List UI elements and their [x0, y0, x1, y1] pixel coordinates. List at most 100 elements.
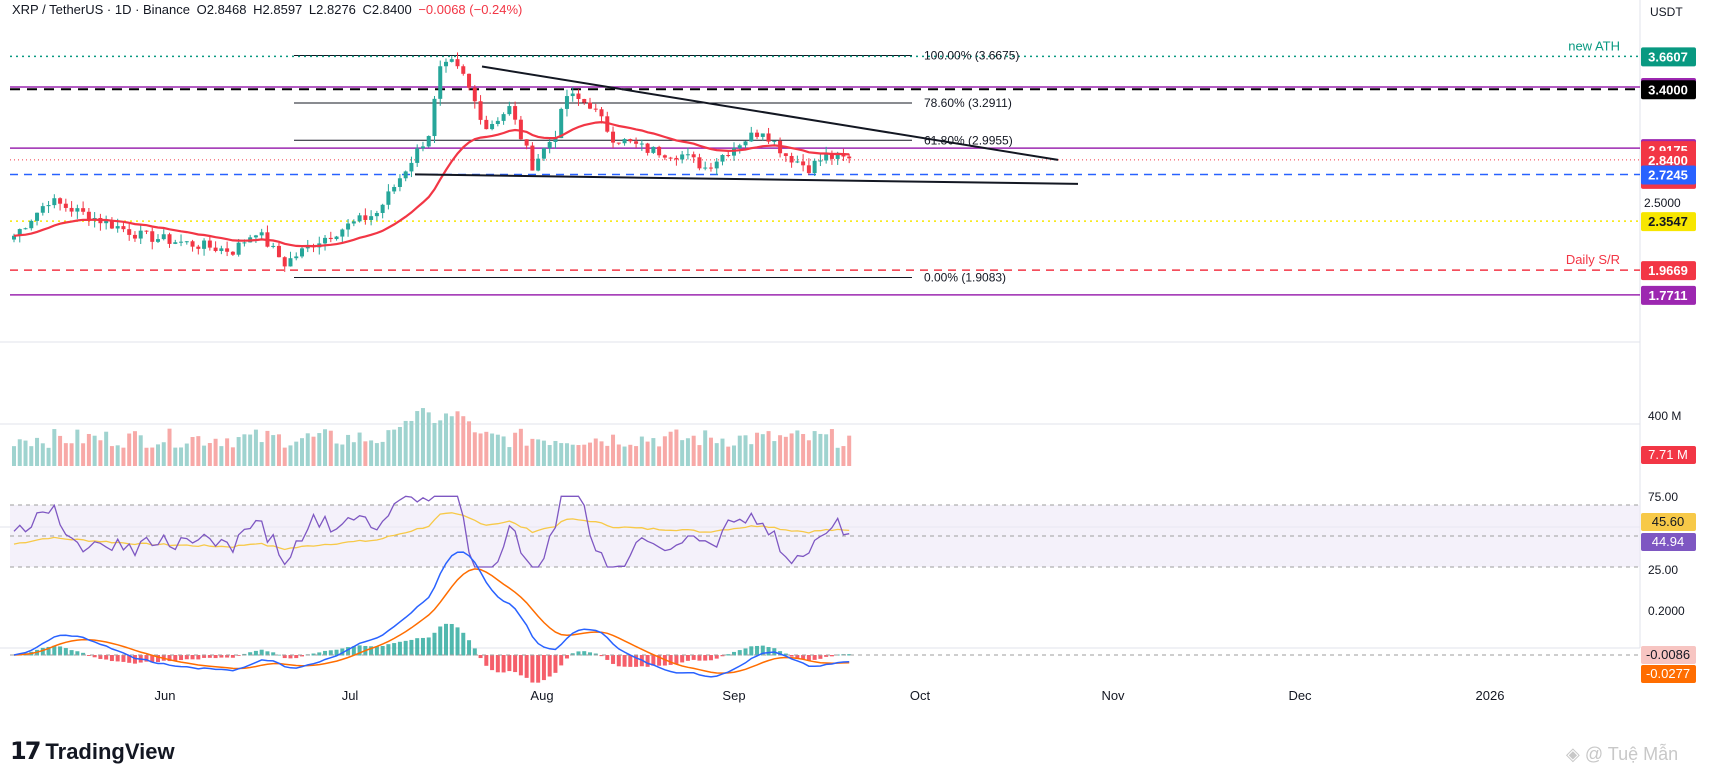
volume-bar [662, 436, 667, 466]
close-value: C2.8400 [362, 2, 412, 17]
candle-body [184, 241, 189, 243]
volume-bar [668, 431, 673, 466]
tradingview-logo[interactable]: 𝟭𝟳 TradingView [10, 737, 175, 766]
candle-body [369, 216, 374, 220]
macd-histogram-bar [346, 647, 351, 656]
volume-bar [173, 447, 178, 466]
volume-bar [58, 435, 63, 466]
candle-body [714, 161, 719, 169]
candle-body [795, 161, 800, 163]
volume-bar [138, 435, 143, 466]
macd-histogram-bar [449, 623, 454, 656]
volume-bar [824, 434, 829, 466]
macd-histogram-bar [58, 646, 63, 656]
macd-histogram-bar [69, 650, 74, 656]
candle-body [294, 256, 299, 259]
candle-body [438, 66, 443, 99]
candle-body [449, 59, 454, 62]
low-value: L2.8276 [308, 2, 356, 17]
candle-body [282, 257, 287, 267]
candle-body [824, 153, 829, 161]
candle-body [109, 220, 114, 229]
volume-bar [230, 447, 235, 466]
volume-bar [115, 445, 120, 466]
macd-histogram-bar [691, 655, 696, 660]
candle-body [743, 141, 748, 146]
volume-bar [783, 436, 788, 466]
candle-body [138, 230, 143, 239]
candle-body [415, 148, 420, 163]
volume-bar [409, 420, 414, 466]
macd-histogram-bar [541, 655, 546, 681]
macd-histogram-bar [311, 653, 316, 656]
volume-bar [190, 437, 195, 466]
macd-histogram-bar [213, 655, 218, 659]
macd-histogram-bar [109, 655, 114, 662]
volume-bar [207, 443, 212, 466]
x-tick-label: Nov [1101, 688, 1125, 703]
macd-histogram-bar [271, 652, 276, 656]
volume-bar [265, 430, 270, 466]
open-value: O2.8468 [196, 2, 247, 17]
candles [12, 52, 852, 272]
candle-body [81, 208, 86, 212]
macd-histogram-bar [553, 655, 558, 673]
candle-body [668, 157, 673, 159]
macd-signal-badge [1641, 665, 1696, 683]
macd-histogram-bar [829, 655, 834, 657]
x-tick-label: Oct [910, 688, 931, 703]
volume-bar [743, 435, 748, 466]
macd-histogram-bar [766, 647, 771, 656]
macd-histogram-bar [582, 651, 587, 656]
candle-body [230, 251, 235, 255]
symbol-title[interactable]: XRP / TetherUS · 1D · Binance [12, 2, 190, 17]
macd-histogram-bar [409, 639, 414, 656]
volume-bar [415, 411, 420, 466]
candle-body [766, 133, 771, 142]
level-price-label: 2.3547 [1648, 214, 1688, 229]
macd-histogram-bar [536, 655, 541, 683]
volume-bar [634, 446, 639, 466]
level-price-badge [1641, 212, 1696, 232]
volume-bar [818, 433, 823, 466]
volume-bar [219, 446, 224, 466]
candle-body [346, 223, 351, 230]
macd-histogram-bar [276, 654, 281, 656]
volume-bar [23, 440, 28, 466]
macd-line [13, 551, 850, 678]
x-tick-label: Jun [155, 688, 176, 703]
volume-bar [300, 438, 304, 466]
volume-bar [92, 435, 97, 466]
macd-histogram-bar [547, 655, 552, 677]
rsi-label: 44.94 [1652, 534, 1685, 549]
macd-histogram-bar [127, 655, 132, 663]
volume-bar [674, 429, 679, 466]
volume-bar [288, 445, 293, 466]
volume-bar [127, 433, 132, 466]
volume-bar [605, 445, 610, 466]
price-axis-unit[interactable]: USDT [1650, 5, 1683, 19]
macd-histogram-bar [611, 655, 616, 664]
macd-histogram-bar [530, 655, 535, 683]
x-tick-label: Dec [1288, 688, 1312, 703]
macd-histogram-bar [720, 655, 725, 657]
volume-bar [703, 430, 708, 466]
volume-bar [282, 447, 287, 466]
macd-histogram-bar [795, 655, 800, 658]
volume-bar [52, 429, 57, 466]
candle-body [420, 146, 425, 149]
candle-body [639, 143, 644, 145]
candle-body [708, 167, 713, 169]
candle-body [52, 198, 57, 206]
volume-bar [351, 442, 356, 466]
macd-histogram-bar [121, 655, 126, 662]
volume-bar [835, 447, 840, 466]
candle-body [46, 205, 51, 207]
macd-histogram-bar [150, 655, 155, 663]
macd-histogram-bar [789, 655, 794, 657]
macd-histogram-bar [818, 655, 823, 659]
volume-bar [132, 431, 137, 466]
macd-histogram-bar [323, 650, 328, 656]
macd-histogram-bar [351, 646, 356, 656]
